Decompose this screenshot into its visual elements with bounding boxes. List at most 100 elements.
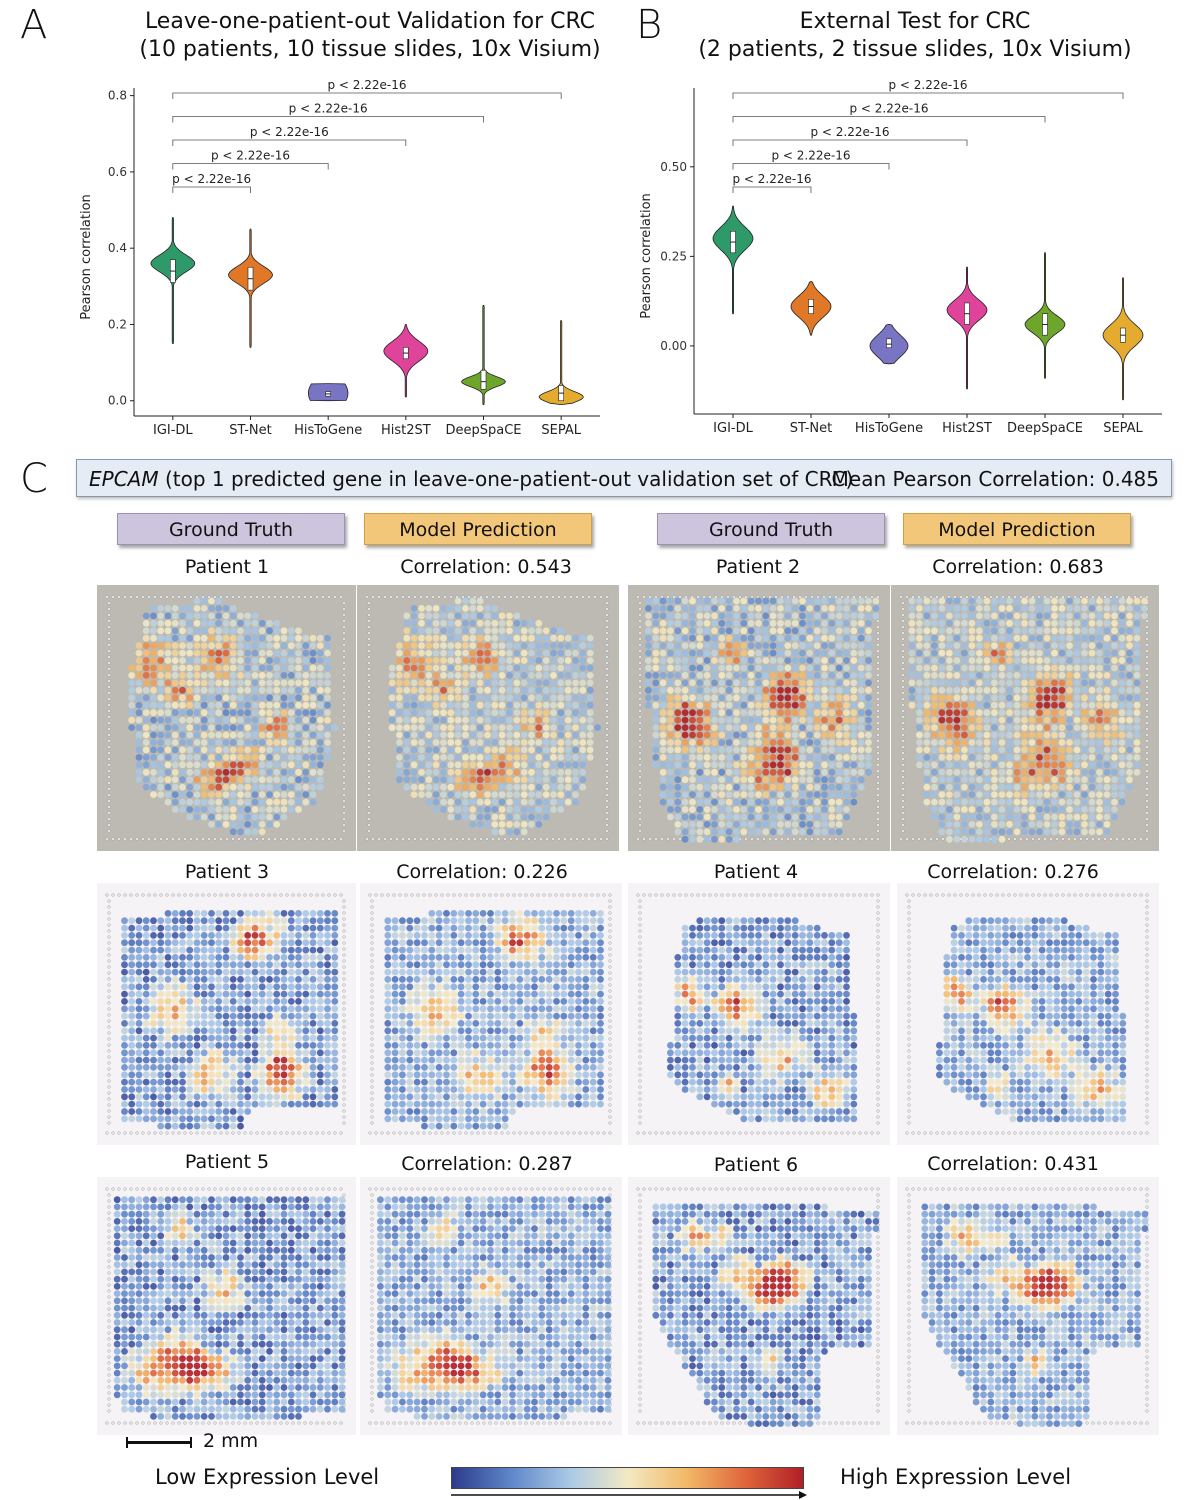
violin-sepal [538,320,584,405]
patient-2-ground-truth-image [628,585,890,851]
expression-spots [128,597,339,836]
model-prediction-tag-left: Model Prediction [364,513,592,545]
y-tick-label: 0.00 [660,339,687,353]
box-histogene [886,338,892,349]
patient-2-correlation: Correlation: 0.683 [888,556,1148,578]
patient-4-label: Patient 4 [713,861,799,883]
comparison-label: p < 2.22e-16 [888,80,967,92]
comparison-bracket [732,116,1046,123]
panel-b-title-line2: (2 patients, 2 tissue slides, 10x Visium… [698,37,1132,62]
comparison-label: p < 2.22e-16 [250,125,329,139]
ground-truth-tag-right: Ground Truth [657,513,885,545]
patient-6-correlation: Correlation: 0.431 [883,1153,1143,1175]
expression-spots [377,1196,612,1420]
expression-spots [667,917,858,1123]
panel-letter-b: B [636,2,663,48]
gene-name: EPCAM [89,467,159,491]
patient-3-ground-truth-image [97,883,356,1145]
comparison-label: p < 2.22e-16 [849,102,928,116]
patient-4-ground-truth-image [628,883,890,1145]
comparison-label: p < 2.22e-16 [771,149,850,163]
expression-spots [936,917,1127,1123]
comparison-bracket [732,163,890,170]
fiducial-frame [905,1187,1149,1425]
patient-5-corr-label: Correlation: [401,1153,513,1175]
x-tick-label: IGI-DL [153,423,193,438]
fiducial-frame [636,893,880,1135]
x-tick-label: Hist2ST [381,423,431,438]
comparison-bracket [172,92,562,99]
scale-bar [126,1437,192,1448]
fiducial-frame [105,893,346,1135]
patient-2-prediction-image [891,585,1159,851]
expression-spots [921,1203,1149,1427]
x-tick-label: HisToGene [855,421,923,436]
model-prediction-tag-right: Model Prediction [903,513,1131,545]
patient-1-correlation: Correlation: 0.543 [356,556,616,578]
box-deepspace [480,369,487,390]
panel-a-title: Leave-one-patient-out Validation for CRC… [120,8,620,64]
patient-6-label: Patient 6 [713,1154,799,1176]
patient-2-corr-label: Correlation: [932,556,1044,578]
panel-b-title-line1: External Test for CRC [799,9,1031,34]
patient-1-ground-truth-image [97,585,356,851]
violin-igi-dl [712,205,754,315]
fiducial-frame [365,595,609,841]
patient-1-prediction-image [357,585,619,851]
comparison-label: p < 2.22e-16 [327,80,406,92]
violin-chart-a: 0.0 0.2 0.4 0.6 0.8 Pearson correlation IGI-DL… [80,80,600,438]
expression-spots [384,910,604,1130]
patient-3-correlation: Correlation: 0.226 [352,861,612,883]
panel-letter-c: C [20,456,48,502]
colorbar-arrow [451,1491,807,1499]
expression-spots [908,597,1148,843]
comparison-bracket [172,116,484,123]
patient-3-label: Patient 3 [184,861,270,883]
comparison-bracket [172,186,251,193]
y-tick-label: 0.4 [108,241,127,255]
patient-5-corr-value: 0.287 [518,1153,573,1175]
x-tick-label: IGI-DL [713,421,753,436]
expression-colorbar [451,1467,804,1489]
gene-description: (top 1 predicted gene in leave-one-patie… [164,467,854,491]
patient-5-prediction-image [360,1177,622,1435]
comparison-bracket [732,92,1124,99]
scale-bar-label: 2 mm [203,1430,259,1452]
comparison-label: p < 2.22e-16 [289,102,368,116]
patient-3-corr-label: Correlation: [396,861,508,883]
panel-b-title: External Test for CRC (2 patients, 2 tis… [680,8,1150,64]
fiducial-frame [905,893,1149,1135]
patient-5-label: Patient 5 [184,1151,270,1173]
patient-2-corr-value: 0.683 [1049,556,1104,578]
y-axis-label: Pearson correlation [639,193,654,319]
patient-6-ground-truth-image [628,1177,890,1435]
violin-chart-b: 0.00 0.25 0.50 Pearson correlation IGI-DL ST-… [639,80,1162,436]
expression-spots [113,1196,346,1420]
violin-hist2st [383,324,429,398]
x-tick-label: Hist2ST [942,421,992,436]
x-tick-label: SEPAL [1103,421,1143,436]
x-tick-label: DeepSpaCE [445,423,521,438]
patient-4-corr-label: Correlation: [927,861,1039,883]
panel-a-title-line2: (10 patients, 10 tissue slides, 10x Visi… [139,37,601,62]
x-tick-label: DeepSpaCE [1007,421,1083,436]
gene-banner: EPCAM (top 1 predicted gene in leave-one… [76,459,1172,497]
comparison-label: p < 2.22e-16 [810,125,889,139]
comparison-label: p < 2.22e-16 [172,172,251,186]
comparison-bracket [732,139,968,146]
y-tick-label: 0.50 [660,160,687,174]
violin-hist2st [946,266,988,390]
ground-truth-tag-left: Ground Truth [117,513,345,545]
patient-1-corr-value: 0.543 [517,556,572,578]
patient-6-corr-value: 0.431 [1044,1153,1099,1175]
y-tick-label: 0.0 [108,394,127,408]
x-tick-label: ST-Net [229,423,272,438]
mean-correlation-label: Mean Pearson Correlation: [831,467,1096,491]
mean-correlation-value: 0.485 [1101,467,1159,491]
patient-4-prediction-image [897,883,1159,1145]
panel-a-title-line1: Leave-one-patient-out Validation for CRC [144,9,596,34]
expression-spots [652,1203,880,1427]
patient-4-correlation: Correlation: 0.276 [883,861,1143,883]
y-tick-label: 0.8 [108,89,127,103]
patient-5-correlation: Correlation: 0.287 [357,1153,617,1175]
